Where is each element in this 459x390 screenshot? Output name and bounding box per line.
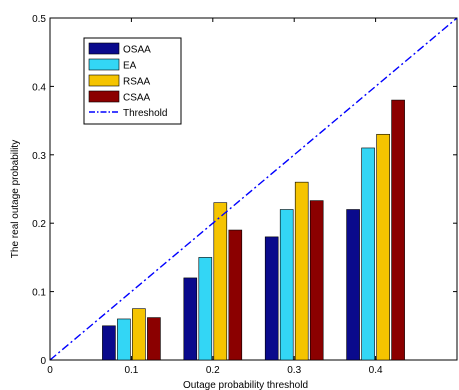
bar-csaa-0.1 bbox=[147, 317, 161, 361]
bar-ea-0.2 bbox=[198, 257, 213, 361]
legend-label-rsaa: RSAA bbox=[123, 77, 151, 88]
bar-rsaa-0.4 bbox=[376, 133, 390, 361]
y-axis-label: The real outage probability bbox=[10, 140, 21, 258]
x-axis-ticks: 0 0.1 0.2 0.3 0.4 bbox=[47, 18, 383, 376]
legend-swatch-ea bbox=[88, 58, 120, 71]
legend: OSAA EA RSAA CSAA Threshold bbox=[83, 37, 182, 125]
bar-osaa-0.1 bbox=[102, 325, 116, 361]
y-tick-label: 0.3 bbox=[32, 151, 46, 162]
bar-csaa-0.4 bbox=[391, 99, 405, 361]
bar-ea-0.3 bbox=[279, 209, 294, 361]
x-tick-label: 0.3 bbox=[287, 365, 301, 376]
bar-rsaa-0.3 bbox=[294, 181, 309, 361]
bar-csaa-0.2 bbox=[228, 229, 243, 361]
legend-swatch-csaa bbox=[88, 90, 120, 103]
x-axis-label: Outage probability threshold bbox=[183, 380, 308, 390]
y-tick-label: 0.4 bbox=[32, 82, 46, 93]
legend-swatch-osaa bbox=[88, 42, 120, 55]
bar-ea-0.4 bbox=[361, 147, 375, 361]
bar-osaa-0.3 bbox=[264, 236, 279, 361]
x-tick-label: 0.2 bbox=[206, 365, 220, 376]
y-tick-label: 0 bbox=[40, 356, 46, 367]
threshold-line bbox=[49, 17, 458, 361]
bar-rsaa-0.1 bbox=[132, 308, 146, 361]
y-tick-label: 0.2 bbox=[32, 219, 46, 230]
plot-area bbox=[49, 17, 458, 361]
legend-label-csaa: CSAA bbox=[123, 93, 151, 104]
y-tick-label: 0.5 bbox=[32, 14, 46, 25]
legend-swatch-rsaa bbox=[88, 74, 120, 87]
x-tick-label: 0.1 bbox=[124, 365, 138, 376]
y-tick-label: 0.1 bbox=[32, 288, 46, 299]
legend-label-ea: EA bbox=[123, 61, 137, 72]
bar-csaa-0.3 bbox=[309, 200, 324, 361]
bar-osaa-0.4 bbox=[346, 209, 360, 361]
bar-rsaa-0.2 bbox=[213, 202, 228, 361]
bar-ea-0.1 bbox=[117, 318, 131, 361]
legend-label-osaa: OSAA bbox=[123, 45, 151, 56]
y-axis-ticks: 0 0.1 0.2 0.3 0.4 0.5 bbox=[32, 14, 457, 367]
legend-label-threshold: Threshold bbox=[123, 108, 167, 119]
bar-osaa-0.2 bbox=[183, 277, 198, 361]
x-tick-label: 0 bbox=[47, 365, 53, 376]
x-tick-label: 0.4 bbox=[369, 365, 383, 376]
